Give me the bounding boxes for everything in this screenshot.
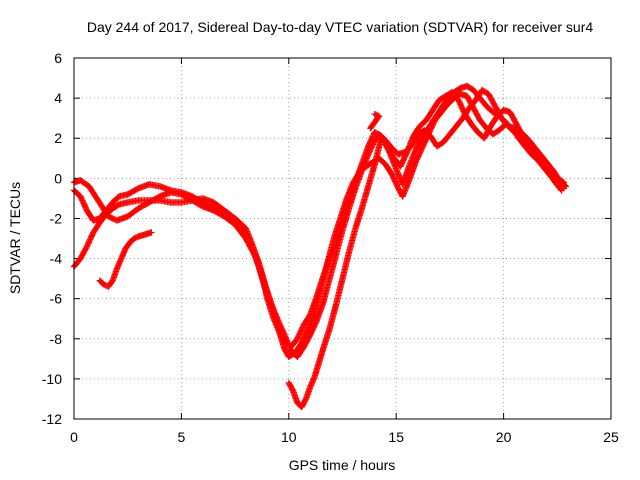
data-point <box>559 178 566 185</box>
x-tick-label: 25 <box>603 429 619 445</box>
y-axis-label: SDTVAR / TECUs <box>7 182 23 294</box>
x-tick-label: 20 <box>496 429 512 445</box>
data-points <box>70 82 570 411</box>
data-point <box>109 215 116 222</box>
data-point <box>148 229 155 236</box>
data-point <box>289 386 296 393</box>
data-point <box>108 214 115 221</box>
y-tick-label: 4 <box>54 90 62 106</box>
y-tick-label: 2 <box>54 130 62 146</box>
series-track-2 <box>70 86 570 361</box>
y-tick-label: -6 <box>50 291 63 307</box>
x-axis-label: GPS time / hours <box>289 457 396 473</box>
data-point <box>367 124 374 132</box>
data-point <box>106 213 113 221</box>
y-tick-label: -10 <box>42 371 62 387</box>
y-tick-label: 0 <box>54 170 62 186</box>
data-point <box>110 215 118 223</box>
data-point <box>558 187 565 194</box>
x-tick-label: 0 <box>70 429 78 445</box>
data-point <box>368 123 375 131</box>
data-point <box>557 186 564 193</box>
data-point <box>302 397 309 404</box>
data-point <box>371 110 378 118</box>
data-point <box>130 235 138 242</box>
x-tick-label: 10 <box>281 429 297 445</box>
series-outliers <box>367 110 383 132</box>
y-tick-label: -4 <box>50 251 63 267</box>
y-tick-label: -2 <box>50 210 63 226</box>
data-point <box>100 281 108 288</box>
series-track-4 <box>96 229 155 290</box>
x-tick-label: 15 <box>388 429 404 445</box>
plot-frame <box>73 57 612 420</box>
data-point <box>560 179 567 186</box>
y-tick-label: -12 <box>42 411 62 427</box>
data-point <box>562 183 570 190</box>
y-tick-label: 6 <box>54 50 62 66</box>
x-tick-label: 5 <box>178 429 186 445</box>
data-point <box>561 182 569 189</box>
y-tick-label: -8 <box>50 331 63 347</box>
chart-title: Day 244 of 2017, Sidereal Day-to-day VTE… <box>87 19 593 35</box>
series-track-5 <box>285 82 567 411</box>
data-point <box>132 234 139 242</box>
